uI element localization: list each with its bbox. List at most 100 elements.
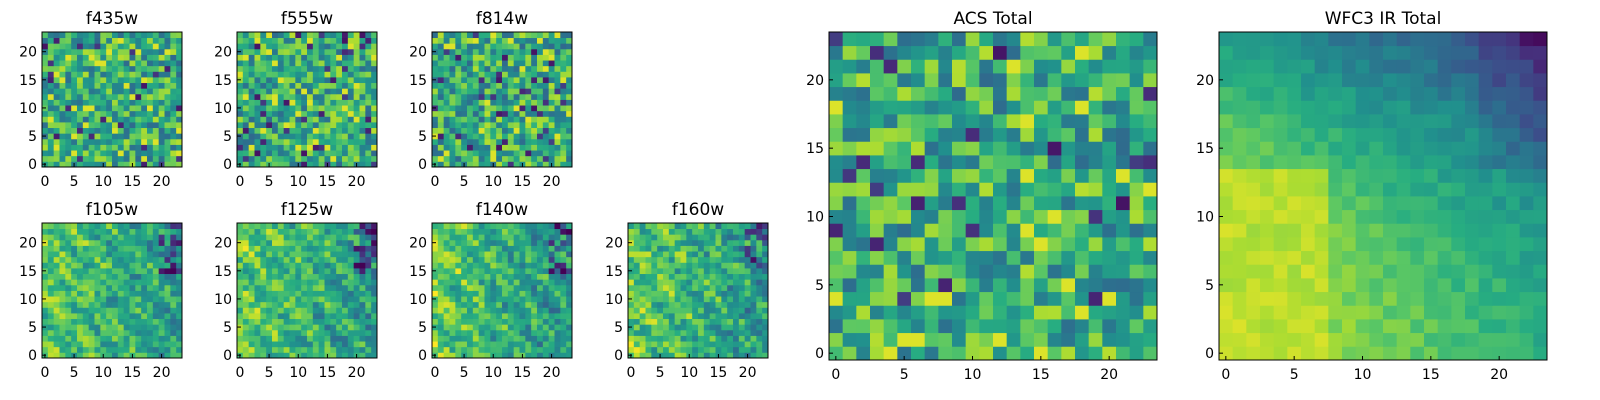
heatmap-cell [680, 284, 687, 291]
heatmap-cell [152, 127, 160, 134]
heatmap-cell [88, 307, 95, 314]
heatmap-cell [1088, 305, 1103, 320]
heatmap-cell [525, 279, 532, 286]
heatmap-cell [756, 307, 763, 314]
heatmap-cell [432, 256, 439, 263]
heatmap-cell [170, 60, 177, 67]
heatmap-cell [472, 256, 480, 263]
heatmap-cell [461, 122, 468, 129]
heatmap-cell [88, 116, 95, 123]
heatmap-cell [455, 150, 462, 157]
heatmap-cell [283, 341, 290, 348]
heatmap-cell [53, 161, 60, 168]
heatmap-cell [513, 279, 520, 286]
heatmap-cell [330, 279, 337, 286]
heatmap-cell [117, 71, 125, 78]
y-tick-label: 5 [28, 129, 37, 145]
heatmap-cell [106, 161, 113, 168]
heatmap-cell [560, 60, 567, 67]
heatmap-cell [301, 110, 308, 117]
heatmap-cell [455, 82, 462, 89]
heatmap-cell [531, 352, 538, 359]
heatmap-cell [59, 284, 66, 291]
heatmap-cell [365, 65, 372, 72]
heatmap-cell [566, 88, 573, 95]
heatmap-cell [260, 82, 267, 89]
heatmap-cell [560, 223, 567, 230]
heatmap-cell [318, 116, 325, 123]
heatmap-cell [993, 305, 1008, 320]
heatmap-cell [176, 65, 183, 72]
heatmap-cell [123, 155, 130, 162]
heatmap-cell [519, 341, 526, 348]
heatmap-cell [324, 43, 331, 50]
heatmap-cell [883, 59, 898, 74]
heatmap-cell [1034, 86, 1049, 101]
heatmap-cell [911, 250, 926, 265]
heatmap-cell [842, 59, 857, 74]
heatmap-cell [842, 278, 857, 293]
heatmap-cell [330, 77, 337, 84]
heatmap-cell [301, 324, 308, 331]
heatmap-cell [554, 313, 561, 320]
heatmap-cell [657, 346, 664, 353]
heatmap-cell [42, 279, 49, 286]
heatmap-cell [71, 279, 78, 286]
heatmap-cell [158, 48, 165, 55]
heatmap-cell [324, 82, 331, 89]
heatmap-cell [289, 60, 296, 67]
heatmap-cell [554, 228, 561, 235]
heatmap-cell [141, 256, 148, 263]
heatmap-cell [336, 318, 343, 325]
heatmap-cell [283, 256, 290, 263]
heatmap-cell [432, 228, 439, 235]
heatmap-cell [870, 237, 885, 252]
heatmap-cell [674, 318, 681, 325]
heatmap-cell [77, 341, 84, 348]
heatmap-cell [924, 182, 939, 197]
heatmap-cell [365, 313, 372, 320]
heatmap-cell [301, 301, 308, 308]
heatmap-cell [112, 346, 119, 353]
heatmap-cell [645, 352, 652, 359]
heatmap-cell [733, 324, 740, 331]
heatmap-cell [295, 307, 302, 314]
heatmap-cell [1020, 209, 1035, 224]
heatmap-cell [674, 262, 681, 269]
heatmap-cell [1369, 305, 1384, 320]
y-tick-label: 5 [28, 320, 37, 336]
heatmap-cell [123, 256, 130, 263]
heatmap-cell [478, 318, 485, 325]
heatmap-cell [698, 234, 705, 241]
heatmap-cell [347, 234, 355, 241]
heatmap-cell [554, 54, 561, 61]
heatmap-cell [112, 88, 119, 95]
heatmap-cell [490, 268, 497, 275]
heatmap-cell [472, 352, 480, 359]
heatmap-cell [307, 346, 314, 353]
heatmap-cell [1102, 209, 1117, 224]
heatmap-cell [307, 65, 314, 72]
heatmap-cell [542, 60, 550, 67]
heatmap-cell [727, 341, 734, 348]
heatmap-cell [519, 105, 526, 112]
heatmap-cell [94, 105, 101, 112]
heatmap-cell [260, 346, 267, 353]
heatmap-cell [59, 116, 66, 123]
heatmap-cell [260, 144, 267, 151]
heatmap-cell [117, 32, 125, 39]
heatmap-cell [312, 307, 320, 314]
heatmap-cell [94, 301, 101, 308]
heatmap-cell [88, 110, 95, 117]
heatmap-cell [47, 341, 55, 348]
heatmap-cell [82, 301, 90, 308]
heatmap-cell [698, 268, 705, 275]
heatmap-cell [651, 335, 658, 342]
heatmap-cell [289, 116, 296, 123]
heatmap-cell [478, 262, 485, 269]
heatmap-cell [307, 150, 314, 157]
heatmap-cell [330, 65, 337, 72]
heatmap-cell [260, 290, 267, 297]
heatmap-cell [353, 71, 360, 78]
